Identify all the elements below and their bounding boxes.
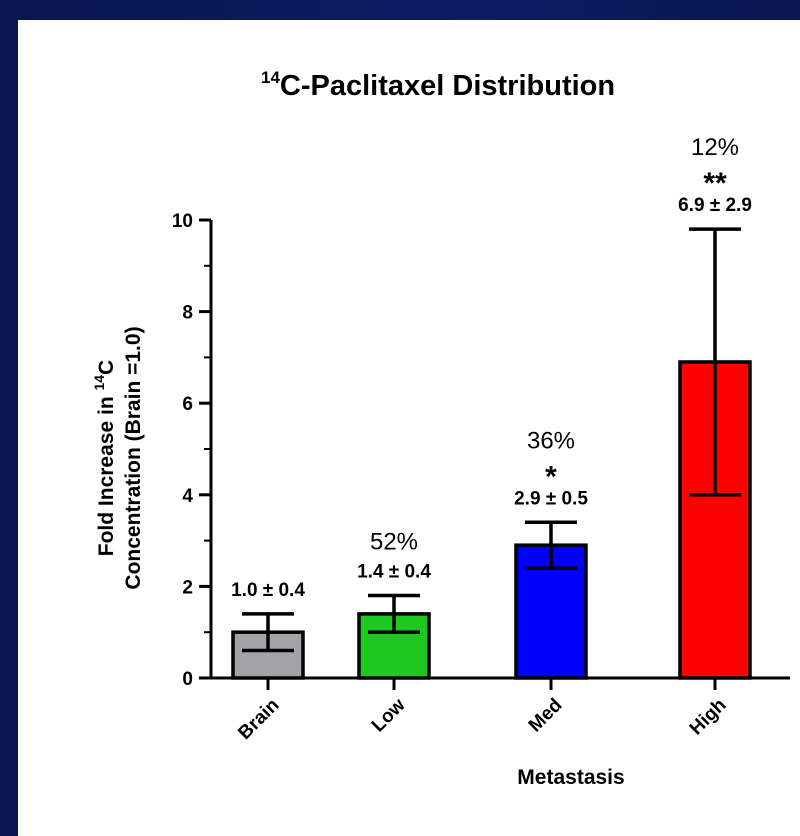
x-tick-label-brain: Brain: [234, 695, 283, 744]
x-axis-title: Metastasis: [517, 766, 624, 789]
x-tick-label-low: Low: [368, 695, 410, 737]
y-tick-label: 0: [182, 669, 193, 690]
y-tick-label: 4: [182, 486, 193, 507]
value-label-low: 1.4 ± 0.4: [357, 562, 431, 583]
value-label-high: 6.9 ± 2.9: [678, 195, 752, 216]
percent-label-med: 36%: [527, 427, 575, 454]
y-axis-title-line1: Fold Increase in 14C: [91, 360, 118, 556]
y-axis-title: Fold Increase in 14C Concentration (Brai…: [91, 326, 145, 589]
value-label-brain: 1.0 ± 0.4: [231, 580, 305, 601]
y-axis-title-line2: Concentration (Brain =1.0): [122, 326, 145, 589]
plot-area: 0 2 4 6 8 10 Brain 1.0 ± 0.4 Low 1.4 ± 0.4 52% Med 2…: [172, 134, 790, 744]
significance-marker-med: *: [545, 460, 557, 493]
chart-panel: 14C-Paclitaxel Distribution Fold Increas…: [18, 20, 800, 836]
bar-chart: 14C-Paclitaxel Distribution Fold Increas…: [91, 68, 790, 789]
bar-low: [357, 612, 431, 680]
chart-title-superscript: 14: [261, 68, 280, 87]
percent-label-low: 52%: [370, 529, 418, 556]
x-tick-label-med: Med: [525, 695, 567, 737]
x-tick-label-high: High: [686, 695, 731, 740]
chart-title: 14C-Paclitaxel Distribution: [261, 68, 615, 102]
y-tick-label: 6: [182, 394, 193, 415]
y-tick-label: 2: [182, 577, 193, 598]
percent-label-high: 12%: [691, 134, 739, 161]
chart-title-text: C-Paclitaxel Distribution: [280, 70, 615, 102]
y-tick-label: 10: [172, 211, 193, 232]
significance-marker-high: **: [703, 167, 727, 200]
y-tick-label: 8: [182, 303, 193, 324]
bar-brain: [231, 630, 305, 680]
value-label-med: 2.9 ± 0.5: [514, 488, 588, 509]
